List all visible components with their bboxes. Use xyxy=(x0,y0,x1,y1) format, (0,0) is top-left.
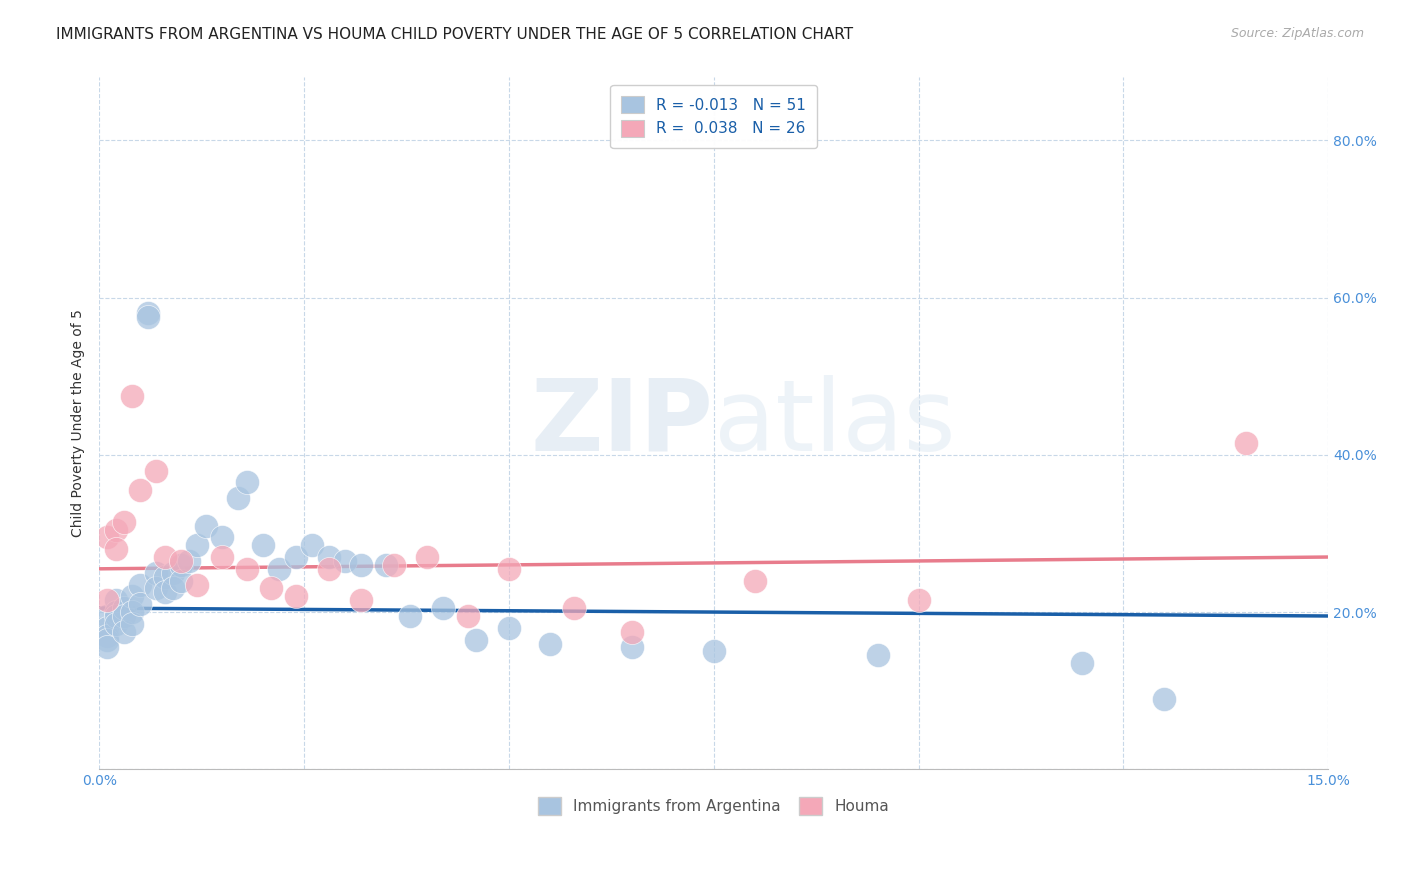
Point xyxy=(129,577,152,591)
Point xyxy=(416,549,439,564)
Point xyxy=(96,609,118,624)
Point xyxy=(620,624,643,639)
Point xyxy=(104,605,127,619)
Point xyxy=(252,538,274,552)
Point xyxy=(620,640,643,655)
Point xyxy=(1234,436,1257,450)
Point xyxy=(162,566,184,580)
Point xyxy=(301,538,323,552)
Point xyxy=(744,574,766,588)
Point xyxy=(465,632,488,647)
Point xyxy=(153,570,176,584)
Point xyxy=(104,593,127,607)
Point xyxy=(333,554,356,568)
Point xyxy=(170,574,193,588)
Point xyxy=(112,609,135,624)
Point xyxy=(136,310,159,325)
Legend: Immigrants from Argentina, Houma: Immigrants from Argentina, Houma xyxy=(529,788,898,824)
Point xyxy=(136,306,159,320)
Point xyxy=(104,523,127,537)
Point xyxy=(121,605,143,619)
Point xyxy=(498,562,520,576)
Point xyxy=(186,577,208,591)
Point xyxy=(235,562,257,576)
Point xyxy=(703,644,725,658)
Point xyxy=(170,554,193,568)
Point xyxy=(129,483,152,498)
Point xyxy=(211,549,233,564)
Point xyxy=(145,464,167,478)
Point xyxy=(104,616,127,631)
Point xyxy=(907,593,929,607)
Point xyxy=(432,601,454,615)
Point xyxy=(121,590,143,604)
Point xyxy=(235,475,257,490)
Point xyxy=(457,609,479,624)
Point xyxy=(318,562,340,576)
Point xyxy=(284,549,307,564)
Point xyxy=(179,554,201,568)
Point xyxy=(228,491,250,505)
Point xyxy=(260,582,283,596)
Point xyxy=(112,601,135,615)
Point xyxy=(121,616,143,631)
Point xyxy=(382,558,405,572)
Point xyxy=(153,549,176,564)
Text: Source: ZipAtlas.com: Source: ZipAtlas.com xyxy=(1230,27,1364,40)
Point xyxy=(211,530,233,544)
Point xyxy=(129,597,152,611)
Point xyxy=(186,538,208,552)
Text: atlas: atlas xyxy=(714,375,955,472)
Point xyxy=(564,601,586,615)
Point xyxy=(498,621,520,635)
Point xyxy=(112,624,135,639)
Point xyxy=(284,590,307,604)
Point xyxy=(145,566,167,580)
Point xyxy=(104,542,127,557)
Point xyxy=(121,389,143,403)
Point xyxy=(194,518,217,533)
Point xyxy=(538,636,561,650)
Point xyxy=(170,558,193,572)
Y-axis label: Child Poverty Under the Age of 5: Child Poverty Under the Age of 5 xyxy=(72,310,86,537)
Point xyxy=(96,621,118,635)
Point xyxy=(153,585,176,599)
Point xyxy=(399,609,422,624)
Point xyxy=(866,648,889,663)
Point xyxy=(162,582,184,596)
Point xyxy=(374,558,396,572)
Text: ZIP: ZIP xyxy=(531,375,714,472)
Point xyxy=(96,530,118,544)
Point xyxy=(350,593,373,607)
Point xyxy=(350,558,373,572)
Text: IMMIGRANTS FROM ARGENTINA VS HOUMA CHILD POVERTY UNDER THE AGE OF 5 CORRELATION : IMMIGRANTS FROM ARGENTINA VS HOUMA CHILD… xyxy=(56,27,853,42)
Point xyxy=(1153,691,1175,706)
Point xyxy=(96,632,118,647)
Point xyxy=(1071,656,1094,670)
Point xyxy=(96,593,118,607)
Point xyxy=(96,629,118,643)
Point xyxy=(145,582,167,596)
Point xyxy=(318,549,340,564)
Point xyxy=(269,562,291,576)
Point xyxy=(96,640,118,655)
Point xyxy=(112,515,135,529)
Point xyxy=(104,609,127,624)
